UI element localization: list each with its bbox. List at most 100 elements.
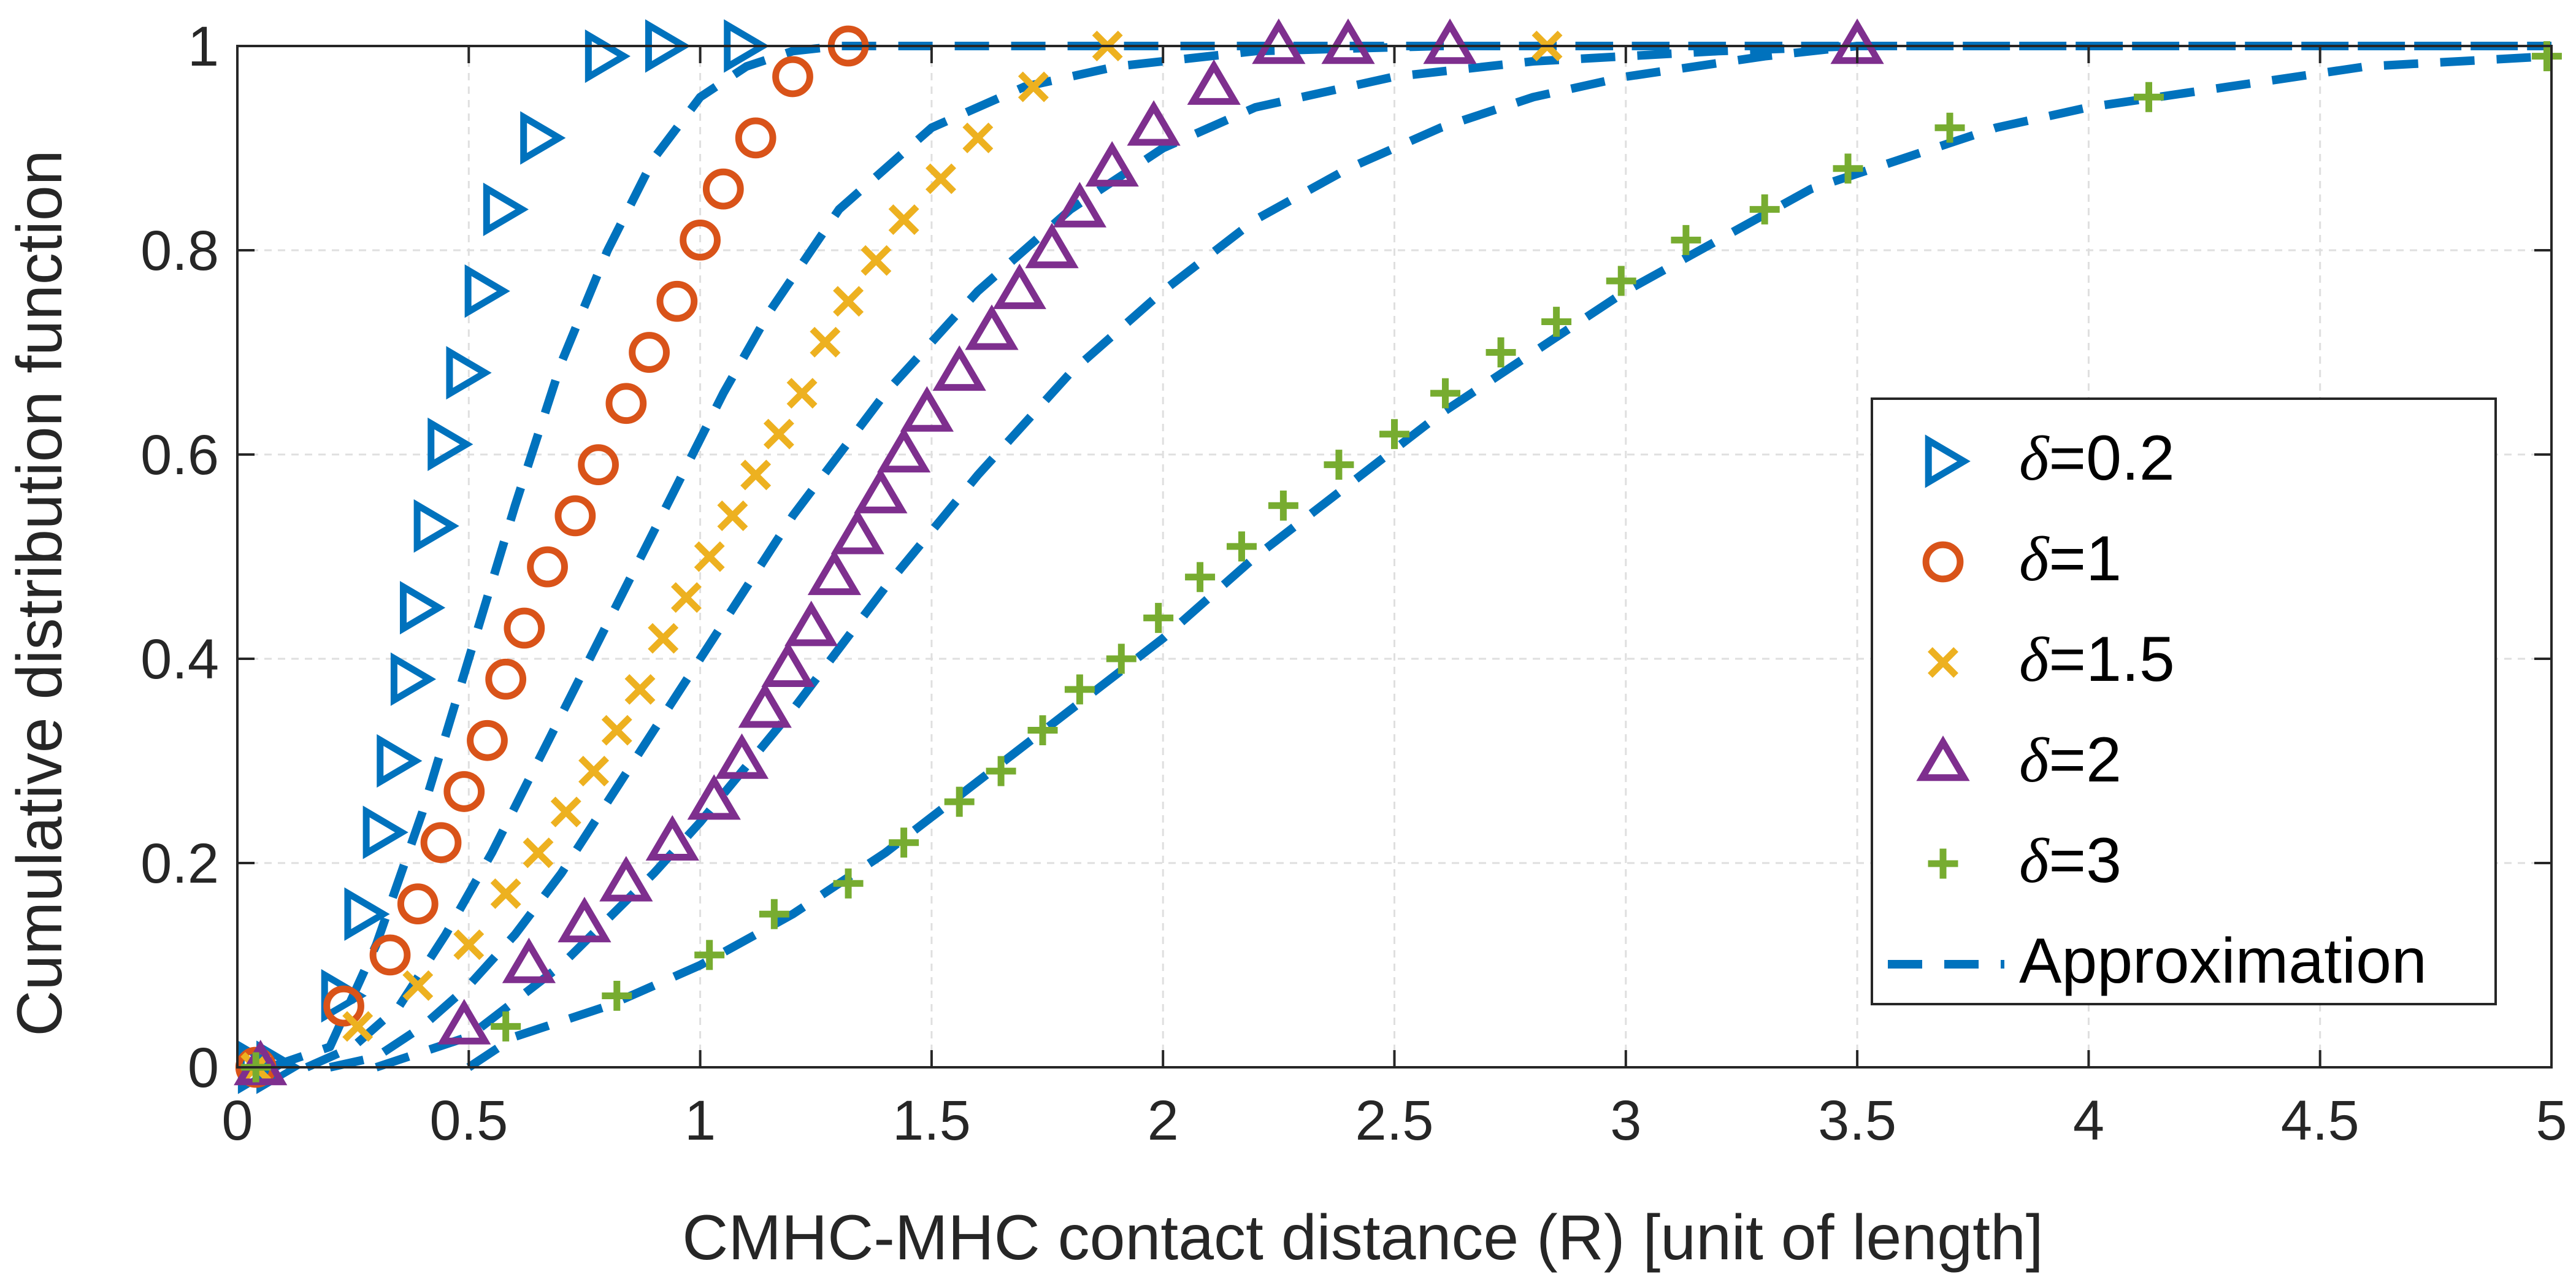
x-tick-label: 4 (2073, 1089, 2104, 1152)
approximation-curve-4 (375, 42, 2551, 1072)
marker-d2 (437, 999, 491, 1045)
marker-d1 (485, 658, 527, 700)
approximation-curve-2 (305, 42, 2551, 1072)
marker-d1 (578, 444, 619, 486)
marker-d1 (554, 495, 596, 537)
x-tick-label: 1 (684, 1089, 716, 1152)
marker-d15 (490, 878, 521, 909)
marker-d3 (1934, 112, 1965, 143)
marker-d2 (854, 467, 908, 513)
marker-d02 (390, 652, 437, 706)
marker-d2 (715, 733, 769, 779)
legend-entries: δ=0.2 δ=1 δ=1.5 δ=2 δ=3 Approximation (1888, 423, 2427, 997)
marker-d3 (1833, 153, 1863, 184)
marker-d2 (807, 549, 862, 596)
marker-d15 (717, 500, 748, 531)
marker-d15 (342, 1011, 374, 1042)
marker-d2 (502, 937, 556, 983)
marker-d2 (738, 682, 792, 728)
x-axis-title: CMHC-MHC contact distance (R) [unit of l… (682, 1202, 2043, 1273)
marker-d2 (784, 601, 838, 647)
marker-d3 (694, 940, 725, 970)
y-tick-label: 1 (188, 15, 219, 78)
x-tick-label: 1.5 (892, 1089, 971, 1152)
marker-d15 (763, 418, 794, 450)
marker-d3 (889, 827, 919, 858)
marker-d02 (427, 417, 473, 471)
x-tick-label: 2 (1148, 1089, 1179, 1152)
marker-d1 (504, 607, 545, 649)
marker-d02 (464, 264, 510, 318)
x-tick-label: 4.5 (2281, 1089, 2359, 1152)
marker-d2 (599, 856, 653, 902)
x-tick-label: 0.5 (429, 1089, 508, 1152)
marker-d3 (944, 786, 975, 817)
marker-d15 (1018, 71, 1049, 102)
marker-d15 (648, 623, 679, 654)
x-tick-label: 3.5 (1818, 1089, 1896, 1152)
marker-d1 (420, 822, 462, 864)
marker-d1 (656, 280, 698, 322)
approximation-curve-3 (329, 42, 2551, 1072)
marker-d3 (833, 868, 864, 899)
marker-d15 (861, 245, 892, 276)
marker-d3 (1106, 643, 1137, 674)
marker-d15 (888, 204, 919, 236)
marker-d3 (759, 899, 789, 929)
marker-d02 (377, 734, 423, 788)
marker-d1 (629, 332, 670, 373)
marker-d1 (369, 934, 411, 976)
marker-d15 (578, 756, 610, 787)
marker-d1 (702, 168, 744, 210)
marker-d1 (527, 546, 568, 588)
marker-d15 (810, 326, 841, 358)
series-d3 (240, 41, 2562, 1083)
legend-marker-d2 (1916, 735, 1970, 781)
legend: δ=0.2 δ=1 δ=1.5 δ=2 δ=3 Approximation (1871, 397, 2497, 1005)
legend-marker-d02 (1925, 434, 1971, 488)
marker-d3 (1064, 674, 1095, 705)
marker-d15 (962, 122, 994, 153)
marker-d1 (735, 117, 776, 159)
marker-d2 (992, 263, 1046, 309)
marker-d15 (786, 378, 818, 409)
x-tick-label: 2.5 (1355, 1089, 1434, 1152)
y-tick-label: 0.2 (140, 832, 219, 895)
axis-ticks (236, 45, 2553, 1069)
marker-d1 (443, 771, 485, 812)
marker-d2 (761, 641, 815, 687)
legend-label-d1: δ=1 (2019, 523, 2122, 594)
marker-d2 (687, 774, 741, 820)
legend-box (1871, 397, 2497, 1005)
marker-d02 (399, 581, 446, 635)
marker-d02 (321, 969, 367, 1023)
x-tick-label: 3 (1610, 1089, 1641, 1152)
marker-d02 (413, 499, 459, 553)
marker-d15 (926, 163, 956, 194)
marker-d1 (772, 56, 813, 98)
marker-d2 (1187, 59, 1241, 105)
marker-d15 (694, 541, 725, 572)
marker-d2 (558, 897, 611, 943)
marker-d2 (1252, 18, 1306, 64)
legend-marker-d3 (1928, 848, 1958, 879)
legend-label-d2: δ=2 (2019, 724, 2122, 796)
y-tick-label: 0.6 (140, 424, 219, 486)
marker-d3 (1027, 715, 1058, 746)
marker-d1 (323, 985, 364, 1027)
marker-d2 (1025, 223, 1079, 269)
marker-d15 (550, 796, 581, 827)
x-tick-label: 0 (221, 1089, 253, 1152)
marker-d15 (740, 459, 772, 491)
marker-d3 (1379, 419, 1409, 450)
y-tick-label: 0.4 (140, 628, 219, 691)
marker-d2 (1321, 18, 1375, 64)
marker-d15 (670, 582, 702, 613)
marker-d1 (680, 219, 721, 261)
marker-d2 (1127, 100, 1181, 146)
marker-d2 (645, 815, 699, 861)
tick-labels: 0 0.5 1 1.5 2 2.5 3 3.5 4 4.5 5 0 0.2 0.4 0.6 0.8 1 (140, 15, 2567, 1152)
marker-d2 (1423, 18, 1477, 64)
approximation-curve-5 (466, 52, 2552, 1071)
